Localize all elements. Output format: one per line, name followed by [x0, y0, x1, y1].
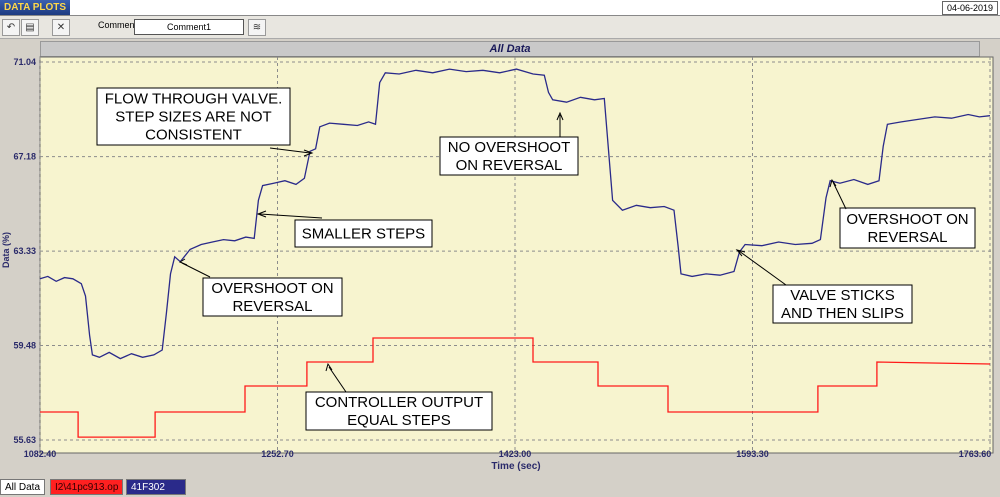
annotation-box — [839, 207, 976, 249]
close-button[interactable]: ✕ — [52, 19, 70, 36]
toolbar: ↶ ▤ ✕ Comment Comment1 ≋ — [0, 16, 1000, 39]
y-tick-label: 55.63 — [13, 435, 36, 445]
annotation-text: VALVE STICKS — [790, 287, 894, 304]
x-tick-label: 1593.30 — [736, 449, 769, 459]
arrow — [832, 181, 847, 210]
legend-tab[interactable]: I2\41pc913.op — [50, 479, 124, 495]
arrow-head — [556, 111, 564, 121]
arrow — [738, 250, 787, 286]
annotation-box — [439, 136, 579, 176]
comment-label: Comment — [98, 20, 138, 30]
arrow-head — [303, 149, 314, 157]
arrow-head — [178, 258, 188, 266]
x-tick-label: 1763.60 — [959, 449, 992, 459]
arrow — [328, 366, 347, 393]
annotation-text: EQUAL STEPS — [347, 412, 451, 429]
legend-tab[interactable]: 41F302 PV — [126, 479, 186, 495]
y-tick-label: 59.48 — [13, 341, 36, 351]
annotation-box — [96, 87, 291, 146]
annotation-box — [294, 219, 433, 248]
comment-input[interactable]: Comment1 — [134, 19, 244, 35]
arrow-head — [325, 362, 333, 372]
x-tick-label: 1082.40 — [24, 449, 57, 459]
series-line — [40, 337, 991, 438]
x-axis-label: Time (sec) — [491, 461, 540, 472]
series-line — [39, 68, 991, 360]
annotation-box — [772, 284, 913, 324]
arrow-head — [735, 249, 746, 257]
tab-bar: All Data I2\41pc913.op 41F302 PV — [0, 478, 1000, 497]
y-tick-label: 67.18 — [13, 152, 36, 162]
arrow-head — [256, 210, 267, 218]
undo-button[interactable]: ↶ — [2, 19, 20, 36]
annotation-text: REVERSAL — [867, 229, 947, 246]
title-bar: DATA PLOTS 04-06-2019 — [0, 0, 1000, 16]
annotation-text: NO OVERSHOOT — [448, 139, 571, 156]
arrow — [259, 213, 323, 219]
x-tick-label: 1252.70 — [261, 449, 294, 459]
annotation-text: SMALLER STEPS — [302, 226, 425, 243]
chart: Data (%) Time (sec) 55.63 59.48 63.33 67.18… — [1, 56, 994, 472]
annotation-arrows — [178, 111, 847, 393]
annotation-text: FLOW THROUGH VALVE. — [105, 91, 283, 108]
x-tick-label: 1423.00 — [499, 449, 532, 459]
arrow-head — [829, 178, 837, 188]
arrow — [269, 147, 311, 154]
y-tick-label: 71.04 — [13, 57, 36, 67]
annotation-box — [202, 277, 343, 317]
window-title: DATA PLOTS — [0, 0, 70, 15]
tab[interactable]: All Data — [0, 479, 46, 495]
y-axis-label: Data (%) — [1, 232, 11, 268]
annotation-text: OVERSHOOT ON — [846, 211, 968, 228]
annotation-text: REVERSAL — [232, 298, 312, 315]
annotation-text: OVERSHOOT ON — [211, 280, 333, 297]
annotation-text: AND THEN SLIPS — [781, 305, 904, 322]
annotation-box — [305, 391, 493, 431]
settings-button[interactable]: ≋ — [248, 19, 266, 36]
open-button[interactable]: ▤ — [21, 19, 39, 36]
annotation-text: ON REVERSAL — [456, 157, 563, 174]
annotation-text: CONTROLLER OUTPUT — [315, 394, 483, 411]
y-tick-label: 63.33 — [13, 246, 36, 256]
date-field: 04-06-2019 — [941, 1, 998, 15]
annotation-text: STEP SIZES ARE NOT — [115, 109, 271, 126]
annotation-text: CONSISTENT — [145, 127, 242, 144]
